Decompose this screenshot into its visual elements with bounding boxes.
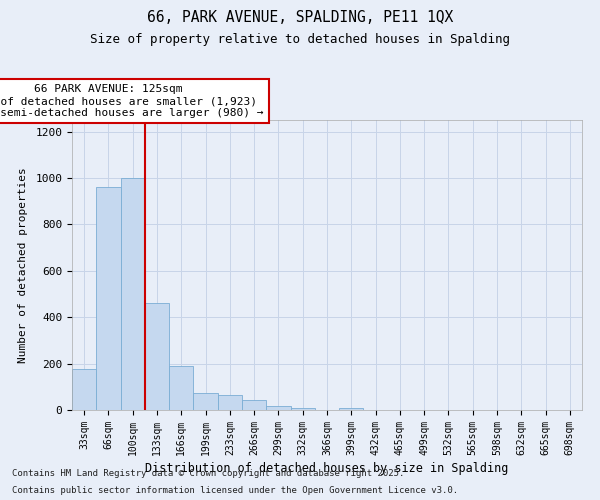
Bar <box>266 406 290 410</box>
Text: Size of property relative to detached houses in Spalding: Size of property relative to detached ho… <box>90 32 510 46</box>
Bar <box>290 408 315 410</box>
Bar <box>96 188 121 410</box>
Text: 66, PARK AVENUE, SPALDING, PE11 1QX: 66, PARK AVENUE, SPALDING, PE11 1QX <box>147 10 453 25</box>
Bar <box>218 395 242 410</box>
X-axis label: Distribution of detached houses by size in Spalding: Distribution of detached houses by size … <box>145 462 509 475</box>
Bar <box>121 178 145 410</box>
Bar <box>193 392 218 410</box>
Bar <box>145 304 169 410</box>
Text: Contains public sector information licensed under the Open Government Licence v3: Contains public sector information licen… <box>12 486 458 495</box>
Bar <box>169 366 193 410</box>
Bar <box>242 400 266 410</box>
Bar <box>72 370 96 410</box>
Text: 66 PARK AVENUE: 125sqm
← 66% of detached houses are smaller (1,923)
34% of semi-: 66 PARK AVENUE: 125sqm ← 66% of detached… <box>0 84 263 117</box>
Bar <box>339 408 364 410</box>
Y-axis label: Number of detached properties: Number of detached properties <box>19 167 28 363</box>
Text: Contains HM Land Registry data © Crown copyright and database right 2025.: Contains HM Land Registry data © Crown c… <box>12 468 404 477</box>
